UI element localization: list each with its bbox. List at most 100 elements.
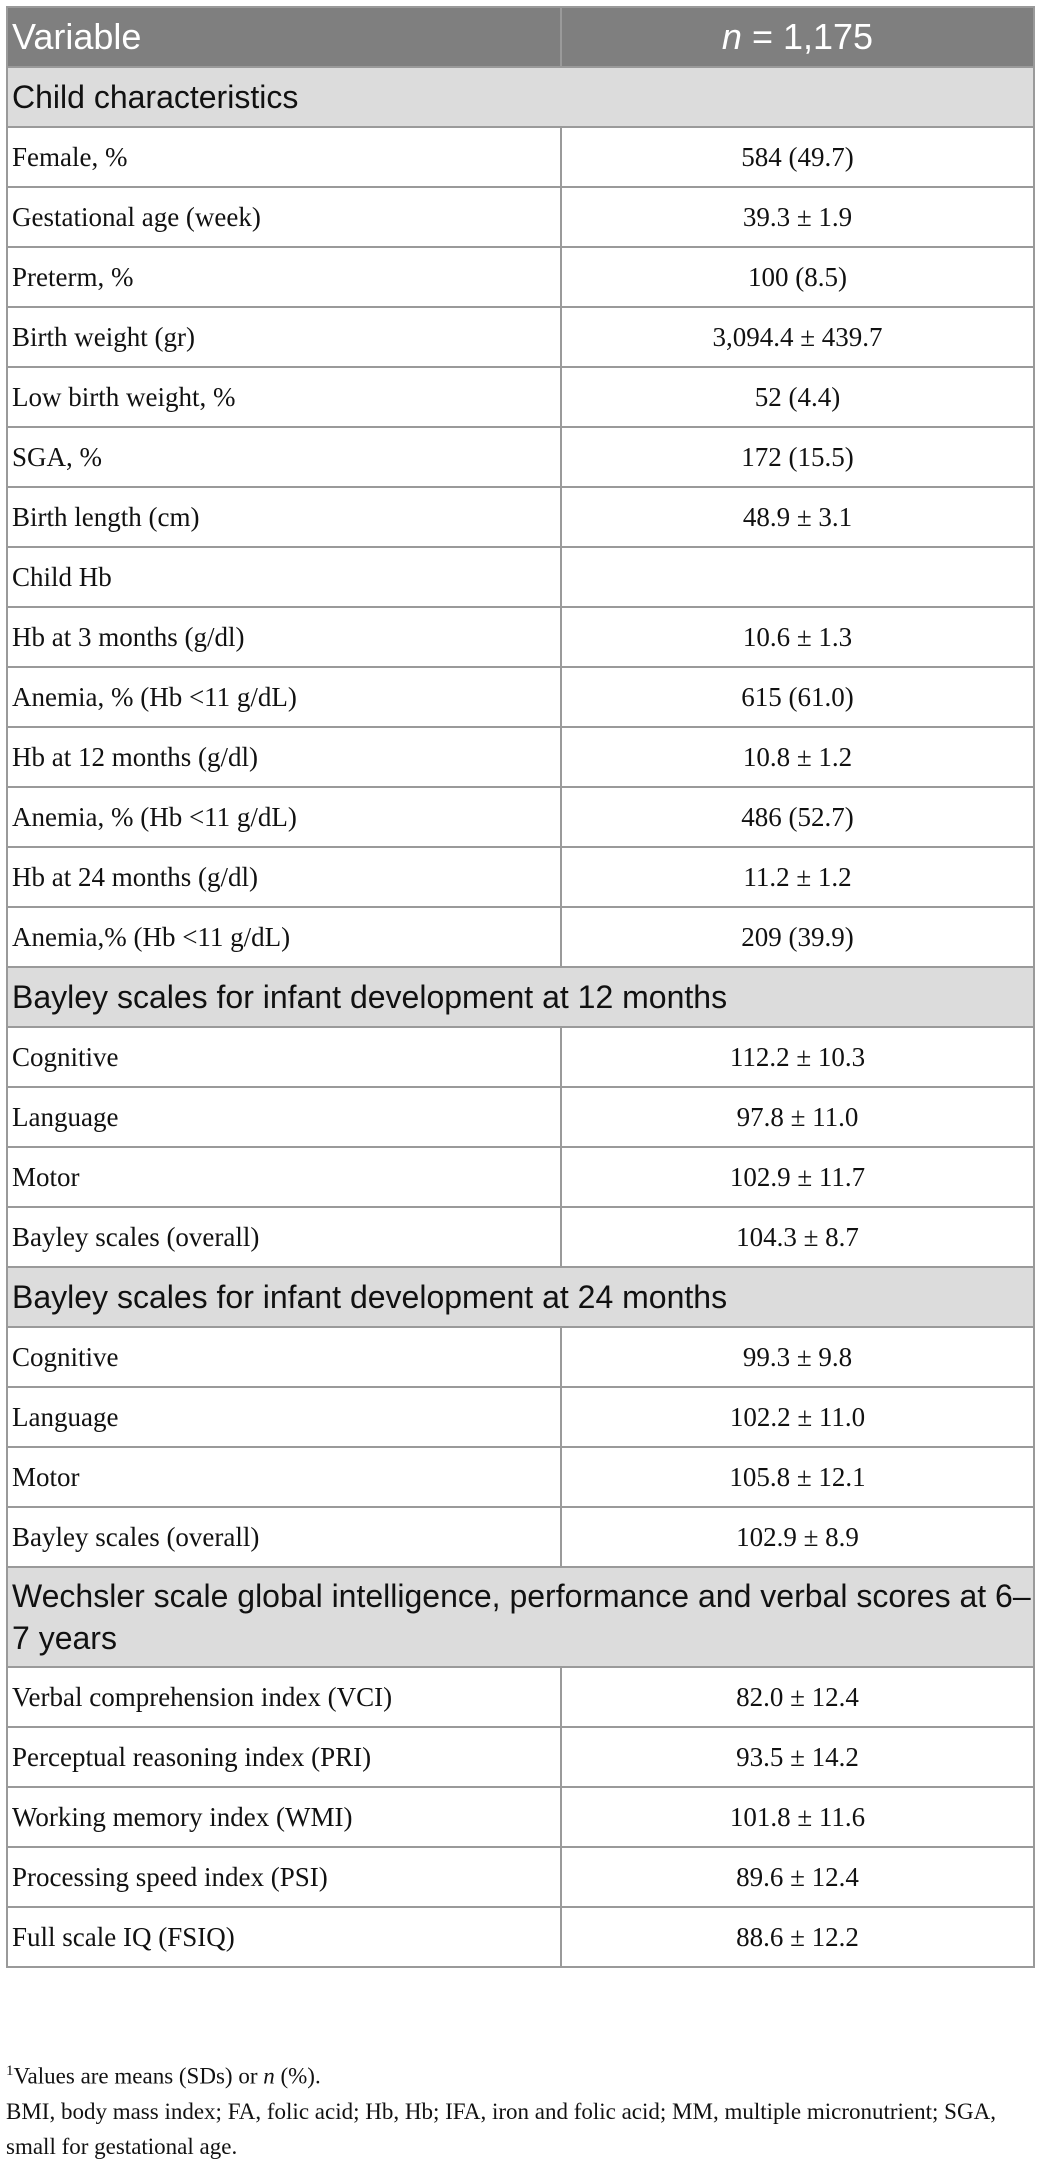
row-value: 172 (15.5) [560,426,1035,488]
footnote-mark: 1 [6,2063,14,2079]
row-value: 48.9 ± 3.1 [560,486,1035,548]
row-value: 39.3 ± 1.9 [560,186,1035,248]
row-label: Hb at 12 months (g/dl) [6,726,562,788]
section-header-row: Child characteristics [6,66,1035,128]
row-label: Anemia,% (Hb <11 g/dL) [6,906,562,968]
row-value: 97.8 ± 11.0 [560,1086,1035,1148]
section-header-row: Bayley scales for infant development at … [6,1266,1035,1328]
row-label: Hb at 24 months (g/dl) [6,846,562,908]
table-row: SGA, % 172 (15.5) [6,426,1035,488]
row-value: 584 (49.7) [560,126,1035,188]
row-label: Bayley scales (overall) [6,1506,562,1568]
row-label: Cognitive [6,1326,562,1388]
row-value [560,546,1035,608]
row-label: Cognitive [6,1026,562,1088]
row-value: 102.9 ± 8.9 [560,1506,1035,1568]
table-container: Variable n = 1,175 Child characteristics… [6,6,1035,1968]
footnote-text-end: (%). [274,2063,321,2089]
footnotes: 1Values are means (SDs) or n (%). BMI, b… [6,2054,1036,2164]
table-row: Motor 102.9 ± 11.7 [6,1146,1035,1208]
table-row: Anemia, % (Hb <11 g/dL) 615 (61.0) [6,666,1035,728]
table-row: Child Hb [6,546,1035,608]
table-row: Verbal comprehension index (VCI) 82.0 ± 1… [6,1666,1035,1728]
row-value: 112.2 ± 10.3 [560,1026,1035,1088]
table-row: Cognitive 112.2 ± 10.3 [6,1026,1035,1088]
header-n-italic: n [721,16,742,57]
table-row: Language 102.2 ± 11.0 [6,1386,1035,1448]
row-value: 52 (4.4) [560,366,1035,428]
row-label: Female, % [6,126,562,188]
row-value: 82.0 ± 12.4 [560,1666,1035,1728]
row-label: Motor [6,1446,562,1508]
header-n-value: = 1,175 [741,16,874,57]
header-variable: Variable [6,6,562,68]
table-row: Anemia, % (Hb <11 g/dL) 486 (52.7) [6,786,1035,848]
table-row: Preterm, % 100 (8.5) [6,246,1035,308]
table-row: Hb at 24 months (g/dl) 11.2 ± 1.2 [6,846,1035,908]
footnote-italic: n [263,2063,275,2089]
table-body: Child characteristics Female, % 584 (49.7)… [6,66,1035,1968]
row-value: 10.8 ± 1.2 [560,726,1035,788]
row-value: 104.3 ± 8.7 [560,1206,1035,1268]
row-value: 99.3 ± 9.8 [560,1326,1035,1388]
row-value: 102.9 ± 11.7 [560,1146,1035,1208]
row-value: 89.6 ± 12.4 [560,1846,1035,1908]
table-row: Language 97.8 ± 11.0 [6,1086,1035,1148]
table-row: Hb at 12 months (g/dl) 10.8 ± 1.2 [6,726,1035,788]
row-label: Processing speed index (PSI) [6,1846,562,1908]
row-label: SGA, % [6,426,562,488]
footnote-text: Values are means (SDs) or [13,2063,264,2089]
row-label: Gestational age (week) [6,186,562,248]
row-label: Bayley scales (overall) [6,1206,562,1268]
table-row: Female, % 584 (49.7) [6,126,1035,188]
table-row: Gestational age (week) 39.3 ± 1.9 [6,186,1035,248]
section-header-row: Wechsler scale global intelligence, perf… [6,1566,1035,1668]
row-label: Full scale IQ (FSIQ) [6,1906,562,1968]
row-value: 101.8 ± 11.6 [560,1786,1035,1848]
row-label: Birth length (cm) [6,486,562,548]
header-sample-size: n = 1,175 [560,6,1035,68]
table-header-row: Variable n = 1,175 [6,6,1035,68]
table-row: Anemia,% (Hb <11 g/dL) 209 (39.9) [6,906,1035,968]
row-value: 93.5 ± 14.2 [560,1726,1035,1788]
row-label: Preterm, % [6,246,562,308]
row-value: 105.8 ± 12.1 [560,1446,1035,1508]
row-label: Hb at 3 months (g/dl) [6,606,562,668]
row-label: Anemia, % (Hb <11 g/dL) [6,786,562,848]
table-row: Full scale IQ (FSIQ) 88.6 ± 12.2 [6,1906,1035,1968]
row-label: Perceptual reasoning index (PRI) [6,1726,562,1788]
table-row: Cognitive 99.3 ± 9.8 [6,1326,1035,1388]
footnote-abbreviations: BMI, body mass index; FA, folic acid; Hb… [6,2098,996,2159]
characteristics-table: Variable n = 1,175 Child characteristics… [6,6,1035,1968]
row-value: 11.2 ± 1.2 [560,846,1035,908]
row-value: 3,094.4 ± 439.7 [560,306,1035,368]
table-row: Hb at 3 months (g/dl) 10.6 ± 1.3 [6,606,1035,668]
table-row: Motor 105.8 ± 12.1 [6,1446,1035,1508]
row-label: Verbal comprehension index (VCI) [6,1666,562,1728]
table-row: Birth weight (gr) 3,094.4 ± 439.7 [6,306,1035,368]
row-label: Low birth weight, % [6,366,562,428]
table-row: Bayley scales (overall) 104.3 ± 8.7 [6,1206,1035,1268]
row-value: 486 (52.7) [560,786,1035,848]
table-row: Perceptual reasoning index (PRI) 93.5 ± 1… [6,1726,1035,1788]
row-label: Language [6,1386,562,1448]
table-row: Birth length (cm) 48.9 ± 3.1 [6,486,1035,548]
row-label: Anemia, % (Hb <11 g/dL) [6,666,562,728]
row-value: 10.6 ± 1.3 [560,606,1035,668]
row-label: Child Hb [6,546,562,608]
row-label: Working memory index (WMI) [6,1786,562,1848]
table-row: Low birth weight, % 52 (4.4) [6,366,1035,428]
table-row: Working memory index (WMI) 101.8 ± 11.6 [6,1786,1035,1848]
row-value: 102.2 ± 11.0 [560,1386,1035,1448]
table-row: Processing speed index (PSI) 89.6 ± 12.4 [6,1846,1035,1908]
row-label: Birth weight (gr) [6,306,562,368]
row-value: 209 (39.9) [560,906,1035,968]
row-label: Language [6,1086,562,1148]
row-value: 88.6 ± 12.2 [560,1906,1035,1968]
section-title: Wechsler scale global intelligence, perf… [6,1566,1035,1668]
section-title: Child characteristics [6,66,1035,128]
section-header-row: Bayley scales for infant development at … [6,966,1035,1028]
row-value: 615 (61.0) [560,666,1035,728]
section-title: Bayley scales for infant development at … [6,1266,1035,1328]
row-label: Motor [6,1146,562,1208]
